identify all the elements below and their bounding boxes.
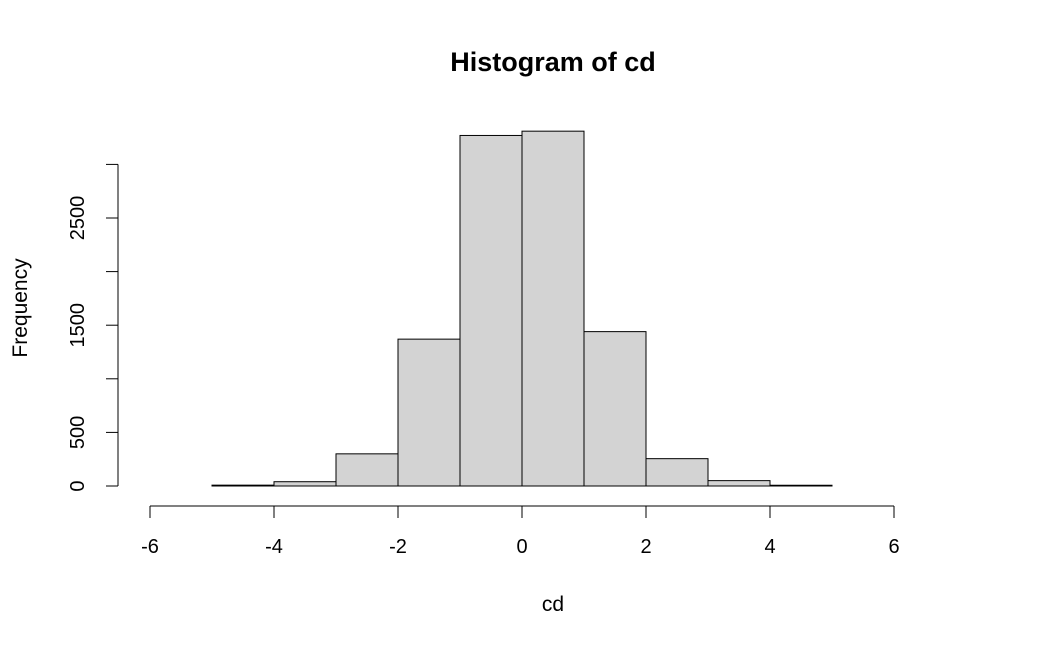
x-axis: -6 -4 -2 0 2 4 6: [141, 505, 900, 558]
y-axis-label: Frequency: [9, 258, 32, 358]
x-tick-label-0: -6: [141, 536, 159, 558]
y-axis: 0 500 1500 2500: [67, 163, 119, 492]
y-tick-label-0: 0: [67, 480, 89, 491]
histogram-bar-10: [769, 484, 833, 487]
x-tick-label-1: -4: [265, 536, 283, 558]
histogram-bar-1: [211, 484, 275, 487]
histogram-bar-6: [521, 130, 585, 487]
x-tick-label-4: 2: [640, 536, 651, 558]
bars-group: [211, 130, 833, 487]
chart-title: Histogram of cd: [450, 47, 656, 77]
x-tick-label-3: 0: [516, 536, 527, 558]
histogram-bar-3: [335, 453, 399, 487]
x-tick-label-5: 4: [764, 536, 775, 558]
x-axis-label: cd: [542, 593, 564, 616]
histogram-bar-7: [583, 331, 647, 487]
histogram-bar-5: [459, 134, 523, 487]
histogram-bar-4: [397, 338, 461, 487]
x-tick-label-2: -2: [389, 536, 407, 558]
x-tick-label-6: 6: [888, 536, 899, 558]
histogram-bar-9: [707, 480, 771, 487]
histogram-bar-8: [645, 458, 709, 487]
histogram-bar-2: [273, 481, 337, 487]
y-tick-label-1: 500: [67, 416, 89, 449]
y-tick-label-3: 1500: [67, 303, 89, 348]
y-tick-label-5: 2500: [67, 196, 89, 241]
